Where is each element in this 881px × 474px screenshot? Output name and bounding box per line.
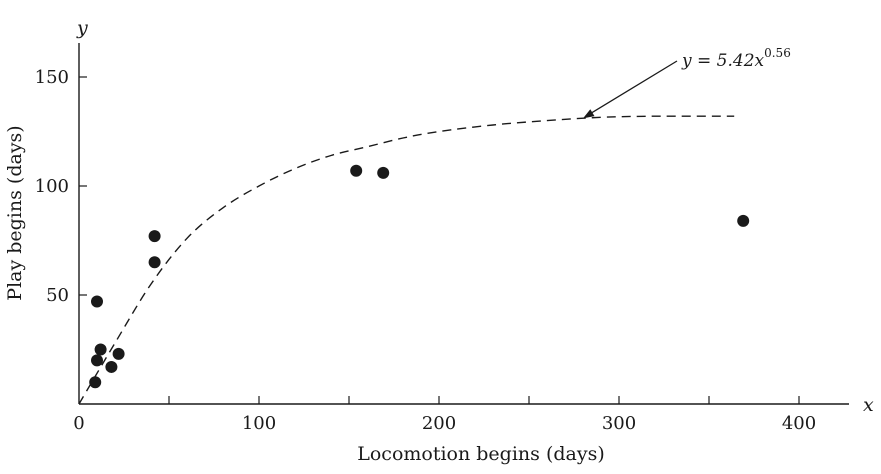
x-tick-label: 400 <box>782 413 816 434</box>
x-axis-title: Locomotion begins (days) <box>357 443 605 465</box>
data-point <box>377 166 390 179</box>
data-point <box>148 256 161 269</box>
data-point <box>91 295 103 308</box>
data-point <box>94 343 107 356</box>
x-tick-label: 200 <box>422 413 456 434</box>
y-axis-title: Play begins (days) <box>4 125 26 300</box>
x-tick-label: 100 <box>242 413 276 434</box>
data-point <box>350 164 363 177</box>
arrow-line <box>588 60 678 115</box>
eq-var: x <box>755 51 765 71</box>
fit-curve <box>78 115 735 405</box>
y-axis-letter: y <box>76 17 88 39</box>
fit-equation-label: y = 5.42x0.56 <box>681 46 791 71</box>
x-tick-label: 0 <box>73 413 84 434</box>
fit-equation-annotation: y = 5.42x0.56 <box>583 46 791 119</box>
data-point <box>148 230 161 243</box>
y-tick-label: 100 <box>35 176 69 197</box>
x-tick-label: 300 <box>602 413 636 434</box>
y-tick-label: 150 <box>35 67 69 88</box>
y-ticks: 50 100 150 <box>35 67 87 306</box>
data-point <box>112 347 125 360</box>
data-point <box>105 360 118 373</box>
data-point <box>91 354 103 367</box>
y-tick-label: 50 <box>46 285 69 306</box>
axes <box>78 43 849 405</box>
eq-prefix: y = 5.42 <box>681 51 755 71</box>
x-axis-letter: x <box>863 394 874 416</box>
data-point <box>89 376 102 389</box>
data-point <box>737 214 750 227</box>
arrow-head <box>583 109 595 119</box>
data-points <box>89 164 750 389</box>
x-ticks: 0 100 200 300 400 <box>73 396 816 434</box>
eq-exponent: 0.56 <box>764 46 791 60</box>
